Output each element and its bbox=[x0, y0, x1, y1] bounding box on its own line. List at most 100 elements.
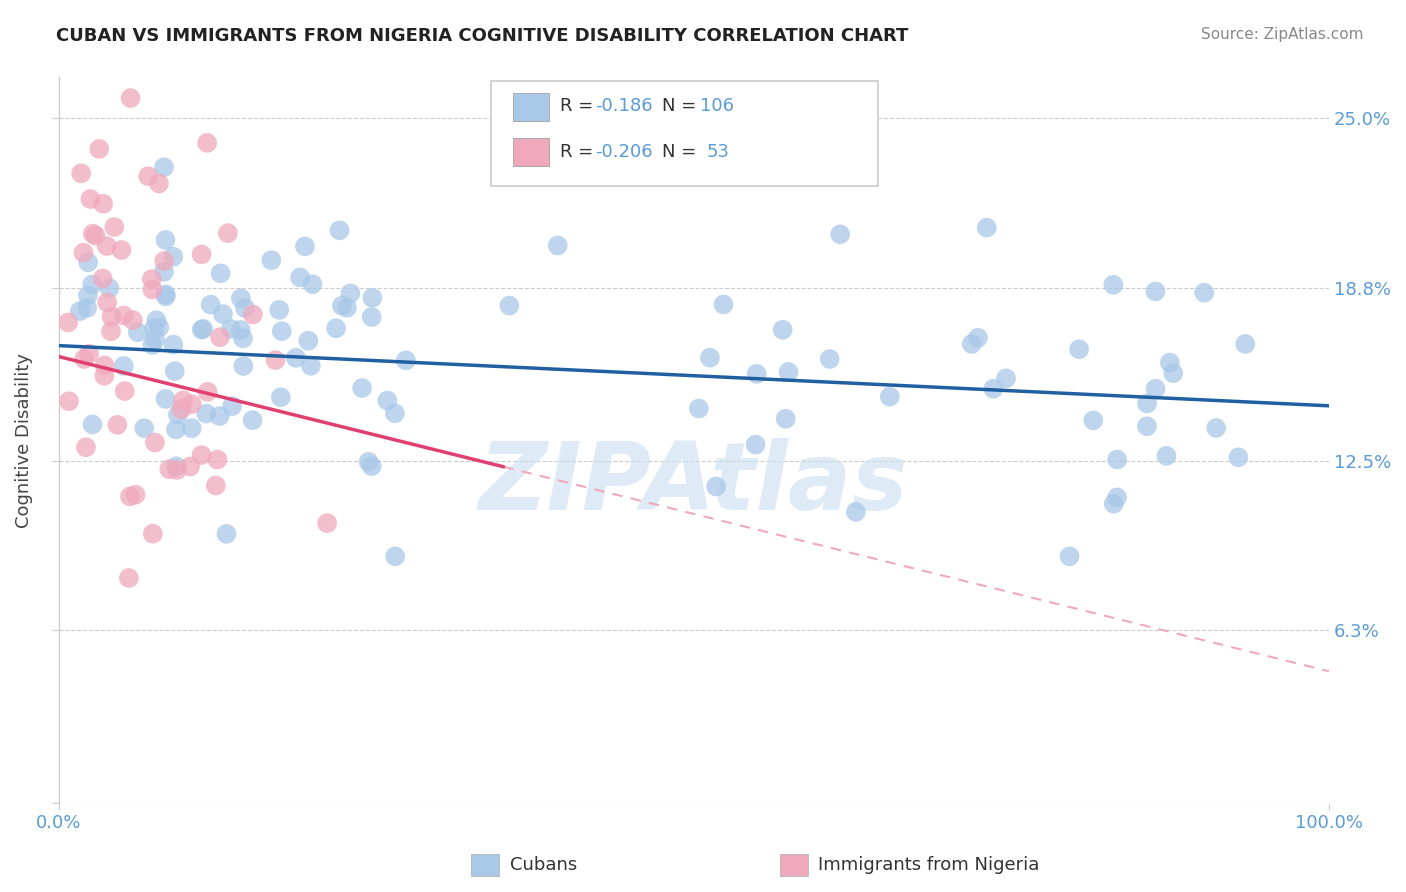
Point bbox=[134, 421, 156, 435]
Point bbox=[357, 455, 380, 469]
Point bbox=[72, 245, 94, 260]
Point bbox=[118, 489, 141, 503]
Point bbox=[103, 220, 125, 235]
Point bbox=[180, 421, 202, 435]
Point bbox=[1234, 337, 1257, 351]
Point bbox=[200, 298, 222, 312]
Text: Cubans: Cubans bbox=[510, 856, 578, 874]
Point bbox=[165, 422, 187, 436]
Point bbox=[1156, 449, 1178, 463]
Point bbox=[170, 402, 193, 417]
Text: 53: 53 bbox=[706, 143, 730, 161]
Point bbox=[112, 359, 135, 373]
Text: R =: R = bbox=[561, 143, 599, 161]
Point bbox=[995, 371, 1018, 385]
Point bbox=[76, 301, 98, 315]
Point bbox=[264, 353, 287, 368]
Point bbox=[197, 384, 219, 399]
Point bbox=[157, 462, 180, 476]
Point bbox=[1107, 491, 1129, 505]
Point bbox=[93, 368, 115, 383]
Point bbox=[143, 332, 166, 346]
Point bbox=[217, 226, 239, 240]
Point bbox=[155, 392, 177, 406]
Point bbox=[361, 291, 384, 305]
Point bbox=[1102, 497, 1125, 511]
Point bbox=[195, 407, 218, 421]
Point bbox=[775, 411, 797, 425]
Point bbox=[301, 277, 323, 292]
Point bbox=[179, 459, 201, 474]
Point bbox=[91, 196, 114, 211]
Point bbox=[56, 315, 79, 329]
Point bbox=[330, 299, 353, 313]
Point bbox=[77, 288, 100, 302]
Point bbox=[195, 136, 218, 150]
Point bbox=[84, 228, 107, 243]
Point bbox=[384, 549, 406, 564]
Point bbox=[336, 301, 359, 315]
Point bbox=[294, 239, 316, 253]
Point bbox=[207, 452, 229, 467]
Point bbox=[141, 283, 163, 297]
Point bbox=[233, 301, 256, 315]
Point bbox=[148, 177, 170, 191]
Point bbox=[1107, 452, 1129, 467]
Point bbox=[162, 337, 184, 351]
Point bbox=[91, 271, 114, 285]
Point bbox=[772, 323, 794, 337]
Text: Immigrants from Nigeria: Immigrants from Nigeria bbox=[818, 856, 1039, 874]
Point bbox=[329, 223, 352, 237]
Point bbox=[299, 359, 322, 373]
Point bbox=[242, 413, 264, 427]
Y-axis label: Cognitive Disability: Cognitive Disability bbox=[15, 352, 32, 527]
Point bbox=[830, 227, 852, 242]
Point bbox=[879, 390, 901, 404]
Point bbox=[229, 291, 252, 305]
Point bbox=[713, 297, 735, 311]
Text: 106: 106 bbox=[700, 96, 734, 115]
Point bbox=[190, 448, 212, 462]
Point bbox=[153, 161, 176, 175]
Point bbox=[70, 166, 93, 180]
Point bbox=[967, 331, 990, 345]
Point bbox=[745, 367, 768, 381]
Point bbox=[1059, 549, 1081, 564]
Point bbox=[360, 459, 382, 474]
Point bbox=[112, 309, 135, 323]
Point bbox=[360, 310, 382, 324]
Point bbox=[166, 463, 188, 477]
Point bbox=[82, 417, 104, 432]
Point bbox=[297, 334, 319, 348]
Text: R =: R = bbox=[561, 96, 599, 115]
Text: Source: ZipAtlas.com: Source: ZipAtlas.com bbox=[1201, 27, 1364, 42]
Point bbox=[960, 337, 983, 351]
Point bbox=[165, 459, 187, 474]
Point bbox=[232, 331, 254, 345]
Point bbox=[384, 406, 406, 420]
Point bbox=[1136, 419, 1159, 434]
Point bbox=[136, 169, 159, 183]
Point bbox=[82, 277, 104, 292]
Point bbox=[1144, 382, 1167, 396]
Text: N =: N = bbox=[662, 96, 702, 115]
Point bbox=[100, 310, 122, 324]
Point bbox=[395, 353, 418, 368]
Point bbox=[547, 238, 569, 252]
Point bbox=[229, 323, 252, 337]
Point bbox=[983, 382, 1005, 396]
Point bbox=[1192, 285, 1215, 300]
Point bbox=[284, 351, 307, 365]
Point bbox=[141, 338, 163, 352]
Point bbox=[105, 417, 128, 432]
Point bbox=[58, 394, 80, 409]
Text: N =: N = bbox=[662, 143, 702, 161]
Point bbox=[208, 409, 231, 423]
Point bbox=[145, 313, 167, 327]
Point bbox=[162, 250, 184, 264]
Point bbox=[232, 359, 254, 373]
Point bbox=[79, 192, 101, 206]
Point bbox=[190, 323, 212, 337]
Point bbox=[1227, 450, 1250, 465]
Point bbox=[96, 295, 118, 310]
